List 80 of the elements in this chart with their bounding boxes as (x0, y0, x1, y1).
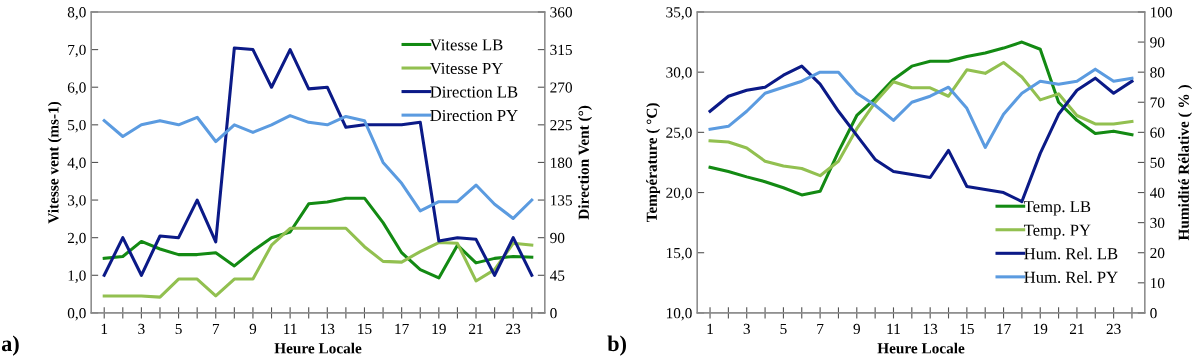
y2-tick-label: 180 (551, 157, 572, 168)
y-tick-label: 20,0 (666, 187, 692, 201)
legend-label: Hum. Rel. PY (1024, 271, 1118, 283)
x-tick-label: 11 (284, 323, 297, 334)
x-tick-label: 3 (743, 323, 750, 335)
legend-label: Direction LB (430, 86, 518, 98)
x-tick-label: 11 (887, 323, 900, 334)
x-tick-label: 5 (175, 323, 182, 335)
y-axis-title: Vitesse vent (ms-1) (47, 101, 62, 224)
y-tick-label: 5,0 (68, 119, 86, 133)
y-tick-label: 30,0 (666, 67, 692, 80)
legend-label: Hum. Rel. LB (1024, 247, 1118, 260)
x-tick-label: 15 (358, 323, 372, 335)
y-axis-title: Température ( °C) (646, 103, 661, 223)
y2-tick-label: 360 (550, 7, 572, 18)
y2-tick-label: 20 (1150, 247, 1165, 259)
x-tick-label: 21 (469, 323, 483, 334)
x-axis-title: Heure Locale (877, 342, 965, 354)
x-axis-title: Heure Locale (274, 342, 362, 354)
y2-tick-label: 40 (1149, 187, 1165, 198)
line-series (708, 61, 1134, 178)
y2-tick-label: 30 (1150, 217, 1165, 229)
y-tick-label: 15,0 (666, 247, 692, 261)
text: a) (1, 335, 19, 356)
legend-label: Temp. PY (1023, 224, 1091, 240)
x-tick-label: 23 (506, 323, 521, 335)
y2-tick-label: 10 (1151, 277, 1165, 289)
y2-tick-label: 80 (1150, 67, 1165, 78)
y-tick-label: 8,0 (67, 7, 86, 20)
y2-tick-label: 90 (550, 232, 565, 244)
y2-axis-title: Humidité Rélative ( % ) (1178, 85, 1192, 241)
line-series (102, 226, 534, 299)
y-tick-label: 1,0 (68, 270, 86, 283)
x-tick-label: 7 (817, 323, 824, 334)
x-tick-label: 5 (780, 323, 787, 335)
y-tick-label: 6,0 (67, 82, 86, 95)
line-series (708, 40, 1134, 197)
y2-tick-label: 225 (550, 120, 572, 131)
x-tick-label: 13 (923, 323, 938, 335)
y2-tick-label: 50 (1150, 157, 1165, 168)
y-tick-label: 35,0 (666, 7, 692, 20)
y2-tick-label: 315 (550, 44, 572, 56)
text: b) (607, 335, 626, 356)
legend-label: Vitesse PY (429, 62, 503, 75)
y-tick-label: 0,0 (67, 308, 86, 321)
x-tick-label: 9 (249, 323, 257, 335)
line-series (708, 67, 1134, 149)
y-tick-label: 25,0 (666, 127, 692, 140)
x-tick-label: 1 (707, 323, 713, 334)
y2-tick-label: 135 (551, 195, 572, 206)
y2-tick-label: 90 (1150, 37, 1165, 48)
x-tick-label: 13 (321, 323, 335, 335)
y-tick-label: 2,0 (67, 232, 86, 246)
y2-tick-label: 270 (550, 82, 572, 93)
x-tick-label: 17 (997, 323, 1011, 334)
x-tick-label: 21 (1069, 323, 1084, 334)
x-tick-label: 23 (1106, 323, 1121, 335)
legend-label: Vitesse LB (429, 39, 503, 51)
x-tick-label: 15 (960, 323, 974, 335)
x-tick-label: 17 (395, 323, 409, 334)
y2-tick-label: 60 (1150, 127, 1165, 138)
x-tick-label: 7 (212, 323, 220, 334)
y2-tick-label: 100 (1151, 7, 1172, 18)
y-tick-label: 4,0 (67, 157, 86, 171)
legend-label: Temp. LB (1023, 201, 1091, 216)
y2-tick-label: 0 (550, 308, 557, 319)
x-tick-label: 3 (138, 323, 145, 335)
x-tick-label: 1 (101, 323, 108, 334)
line-series (102, 196, 534, 280)
legend-label: Direction PY (430, 109, 518, 122)
x-tick-label: 19 (432, 323, 446, 335)
y-tick-label: 10,0 (666, 308, 692, 321)
y2-tick-label: 45 (549, 270, 565, 281)
y2-tick-label: 0 (1150, 308, 1157, 319)
y-tick-label: 3,0 (67, 195, 86, 208)
y2-axis-title: Direction Vent (°) (578, 105, 592, 220)
y-tick-label: 7,0 (68, 44, 86, 58)
x-tick-label: 9 (853, 323, 860, 335)
x-tick-label: 19 (1033, 323, 1048, 335)
y2-tick-label: 70 (1150, 97, 1165, 108)
